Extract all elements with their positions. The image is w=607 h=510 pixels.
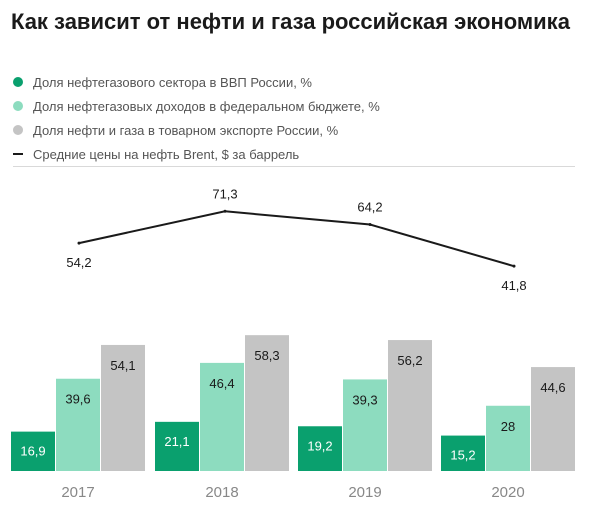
legend-label: Доля нефтегазового сектора в ВВП России,…: [33, 74, 312, 90]
x-tick-label: 2020: [491, 484, 524, 501]
bar-value-label: 15,2: [450, 448, 475, 463]
legend-item-gdp-share: Доля нефтегазового сектора в ВВП России,…: [13, 70, 380, 94]
bar-value-label: 58,3: [254, 348, 279, 363]
divider: [13, 166, 575, 167]
x-tick-label: 2017: [61, 484, 94, 501]
bar-2017-1: [11, 431, 55, 471]
dot-icon: [13, 77, 23, 87]
bar-2019-1: [298, 426, 342, 471]
line-value-label: 54,2: [66, 255, 91, 270]
line-point: [512, 264, 516, 268]
line-point: [368, 223, 372, 227]
dot-icon: [13, 101, 23, 111]
line-icon: [13, 153, 23, 155]
bar-2018-1: [155, 421, 199, 471]
chart: 16,9 39,6 54,1 21,1 46,4 58,3 19,2 39,3 56,2 15,2…: [11, 186, 575, 501]
legend-item-budget-share: Доля нефтегазовых доходов в федеральном …: [13, 94, 380, 118]
bar-2019-3: [388, 340, 432, 471]
bar-value-label: 46,4: [209, 376, 234, 391]
line-point: [223, 209, 227, 213]
line-value-label: 64,2: [357, 200, 382, 215]
line-value-label: 41,8: [501, 278, 526, 293]
x-axis-ticks: 2017 2018 2019 2020: [61, 484, 524, 501]
bar-value-label: 21,1: [164, 434, 189, 449]
legend-label: Средние цены на нефть Brent, $ за баррел…: [33, 146, 300, 162]
bar-2018-2: [200, 362, 244, 471]
chart-title: Как зависит от нефти и газа российская э…: [11, 9, 570, 34]
x-tick-label: 2018: [205, 484, 238, 501]
bar-value-label: 28: [501, 419, 515, 434]
brent-price-line: [78, 210, 515, 268]
bar-value-label: 56,2: [397, 353, 422, 368]
legend-item-brent-price: Средние цены на нефть Brent, $ за баррел…: [13, 142, 380, 166]
bar-2020-1: [441, 435, 485, 471]
bar-2017-3: [101, 344, 145, 471]
bar-value-label: 39,3: [352, 392, 377, 407]
legend-label: Доля нефтегазовых доходов в федеральном …: [33, 98, 380, 114]
line-value-label: 71,3: [212, 186, 237, 201]
bar-2017-2: [56, 378, 100, 471]
bar-2020-3: [531, 367, 575, 471]
bar-value-label: 39,6: [65, 392, 90, 407]
legend-item-export-share: Доля нефти и газа в товарном экспорте Ро…: [13, 118, 380, 142]
bar-2020-2: [486, 405, 530, 471]
dot-icon: [13, 125, 23, 135]
bar-value-label: 54,1: [110, 358, 135, 373]
line-point: [77, 241, 81, 245]
legend: Доля нефтегазового сектора в ВВП России,…: [13, 70, 380, 166]
bar-value-label: 44,6: [540, 380, 565, 395]
bar-value-label: 19,2: [307, 438, 332, 453]
bar-2019-2: [343, 379, 387, 471]
x-tick-label: 2019: [348, 484, 381, 501]
bar-value-label: 16,9: [20, 444, 45, 459]
line-layer: 54,2 71,3 64,2 41,8: [66, 186, 526, 293]
bar-2018-3: [245, 335, 289, 471]
legend-label: Доля нефти и газа в товарном экспорте Ро…: [33, 122, 339, 138]
bars-layer: 16,9 39,6 54,1 21,1 46,4 58,3 19,2 39,3 56,2 15,2…: [11, 335, 575, 471]
